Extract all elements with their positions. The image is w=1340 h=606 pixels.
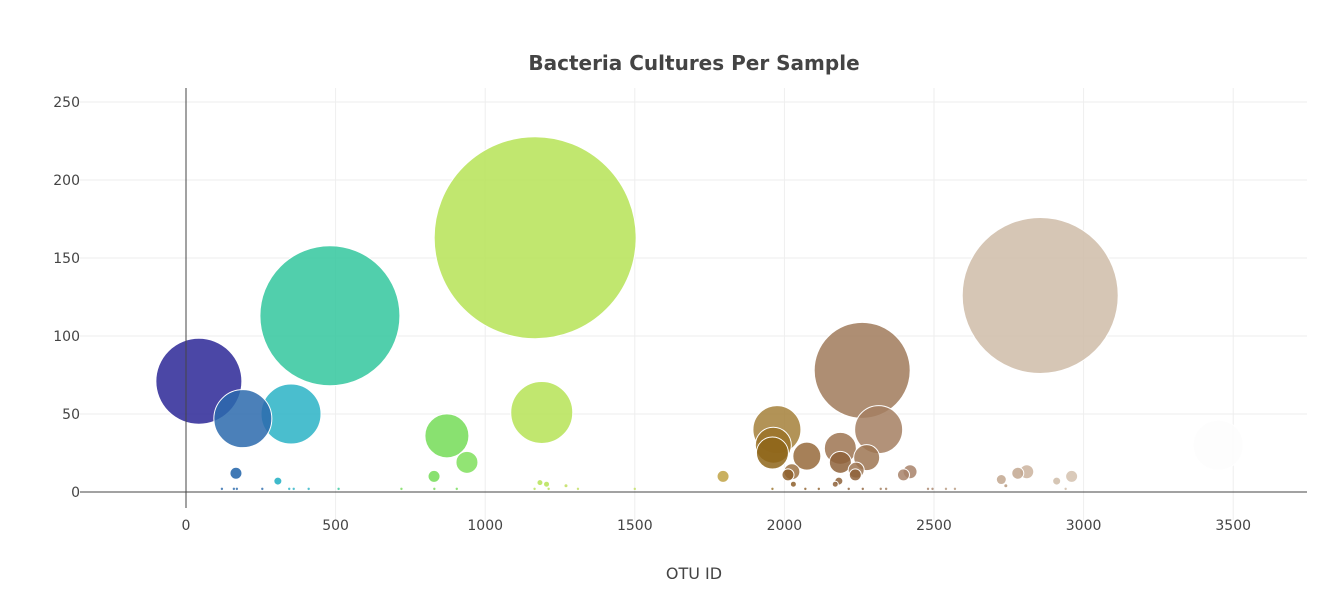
x-tick-label: 1500	[617, 518, 653, 534]
x-tick-label: 1000	[467, 518, 503, 534]
bubble-point[interactable]	[813, 321, 911, 419]
bubble-point[interactable]	[848, 468, 862, 482]
bubble-point[interactable]	[781, 468, 795, 482]
bubble-point[interactable]	[1192, 419, 1244, 471]
bubble-point[interactable]	[1052, 476, 1062, 486]
bubble-point-small[interactable]	[547, 487, 550, 491]
bubble-point-small[interactable]	[235, 487, 239, 491]
bubble-point[interactable]	[995, 474, 1007, 486]
bubble-point-small[interactable]	[433, 487, 436, 491]
bubble-point-small[interactable]	[292, 487, 295, 491]
bubble-point-small[interactable]	[953, 487, 957, 491]
bubble-point[interactable]	[828, 450, 852, 474]
y-tick-label: 0	[71, 485, 80, 501]
bubble-point-small[interactable]	[771, 487, 774, 491]
bubble-point-small[interactable]	[220, 487, 224, 491]
bubble-point-small[interactable]	[861, 487, 864, 491]
bubble-point-small[interactable]	[576, 487, 580, 491]
bubble-point[interactable]	[273, 476, 283, 486]
bubble-point-small[interactable]	[455, 487, 458, 491]
x-tick-label: 3500	[1215, 518, 1251, 534]
y-tick-label: 250	[53, 95, 80, 111]
x-tick-label: 3000	[1066, 518, 1102, 534]
bubble-point-small[interactable]	[337, 487, 340, 491]
bubble-point-small[interactable]	[1064, 487, 1067, 491]
bubble-point[interactable]	[961, 216, 1119, 374]
bubble-point[interactable]	[259, 245, 401, 387]
bubble-point-small[interactable]	[533, 487, 536, 491]
bubble-point[interactable]	[455, 450, 479, 474]
y-tick-label: 150	[53, 251, 80, 267]
bubble-point[interactable]	[792, 441, 822, 471]
bubble-point-small[interactable]	[944, 487, 948, 491]
bubble-point[interactable]	[433, 136, 637, 340]
bubble-point-small[interactable]	[817, 487, 821, 491]
x-axis-label: OTU ID	[666, 564, 722, 583]
bubble-point-small[interactable]	[232, 487, 236, 491]
bubble-point[interactable]	[510, 380, 574, 444]
y-tick-label: 100	[53, 329, 80, 345]
bubble-point[interactable]	[716, 469, 730, 483]
bubble-point-small[interactable]	[879, 487, 882, 491]
bubble-series[interactable]	[155, 136, 1244, 491]
bubble-point[interactable]	[1011, 466, 1025, 480]
bubble-point-small[interactable]	[926, 487, 930, 491]
chart-title: Bacteria Cultures Per Sample	[528, 51, 859, 75]
y-tick-label: 50	[62, 407, 80, 423]
bubble-point-small[interactable]	[633, 487, 636, 491]
y-tick-label: 200	[53, 173, 80, 189]
bubble-point[interactable]	[831, 480, 839, 488]
bubble-point[interactable]	[896, 468, 910, 482]
bubble-point-small[interactable]	[847, 487, 850, 491]
x-tick-label: 2000	[767, 518, 803, 534]
bubble-point[interactable]	[424, 413, 470, 459]
bubble-point[interactable]	[427, 469, 441, 483]
bubble-point[interactable]	[213, 389, 273, 449]
axes: 0 500 1000 1500 2000 2500 3000 3500 0 50 100 150 200…	[53, 88, 1307, 534]
bubble-point[interactable]	[755, 436, 789, 470]
bubble-point-small[interactable]	[884, 487, 888, 491]
bubble-point[interactable]	[1065, 469, 1079, 483]
bubble-point[interactable]	[536, 479, 544, 487]
bubble-point[interactable]	[563, 483, 569, 489]
bubble-point-small[interactable]	[261, 487, 264, 491]
x-tick-label: 500	[322, 518, 349, 534]
bubble-point-small[interactable]	[400, 487, 403, 491]
bubble-point[interactable]	[789, 480, 797, 488]
x-tick-label: 2500	[916, 518, 952, 534]
bubble-point-small[interactable]	[288, 487, 291, 491]
bubble-point-small[interactable]	[307, 487, 310, 491]
bubble-point[interactable]	[229, 466, 243, 480]
bubble-point[interactable]	[1003, 483, 1009, 489]
x-tick-label: 0	[182, 518, 191, 534]
bubble-point-small[interactable]	[804, 487, 807, 491]
bubble-point-small[interactable]	[931, 487, 934, 491]
bubble-point[interactable]	[543, 480, 551, 488]
